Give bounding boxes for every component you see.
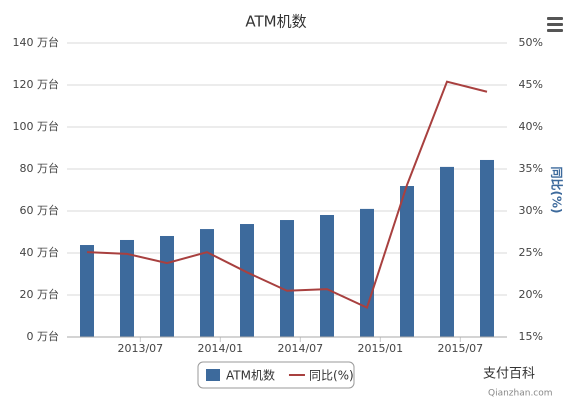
y2-tick-label: 45% bbox=[519, 78, 543, 91]
bar bbox=[280, 220, 294, 337]
y2-tick-label: 50% bbox=[519, 36, 543, 49]
x-tick-label: 2013/07 bbox=[117, 342, 163, 355]
y-tick-label: 60 万台 bbox=[20, 203, 60, 217]
watermark: 支付百科 bbox=[483, 367, 535, 382]
bar bbox=[320, 214, 334, 337]
bar bbox=[400, 186, 414, 337]
bar bbox=[200, 229, 214, 337]
y-tick-label: 20 万台 bbox=[20, 287, 60, 301]
bar bbox=[480, 159, 494, 337]
menu-icon[interactable] bbox=[547, 17, 563, 32]
chart-title: ATM机数 bbox=[245, 13, 306, 31]
y-tick-label: 40 万台 bbox=[20, 245, 60, 259]
legend-label: ATM机数 bbox=[226, 368, 275, 383]
x-tick-label: 2014/07 bbox=[277, 342, 323, 355]
y2-tick-label: 35% bbox=[519, 162, 543, 175]
bar bbox=[440, 166, 454, 337]
x-tick-label: 2014/01 bbox=[197, 342, 243, 355]
x-tick-label: 2015/01 bbox=[357, 342, 403, 355]
bar bbox=[360, 208, 374, 337]
y2-tick-label: 25% bbox=[519, 246, 543, 259]
bar bbox=[120, 239, 134, 337]
legend-label: 同比(%) bbox=[309, 369, 354, 383]
y2-tick-label: 30% bbox=[519, 204, 543, 217]
y2-axis-title: 同比(%) bbox=[550, 167, 565, 214]
y-tick-label: 100 万台 bbox=[13, 119, 60, 133]
watermark: Qianzhan.com bbox=[488, 389, 553, 399]
bar bbox=[80, 245, 94, 337]
y2-tick-label: 40% bbox=[519, 120, 543, 133]
y-tick-label: 120 万台 bbox=[13, 77, 60, 91]
bar bbox=[240, 224, 254, 337]
legend-swatch bbox=[206, 369, 220, 381]
y2-tick-label: 15% bbox=[519, 330, 543, 343]
y2-tick-label: 20% bbox=[519, 288, 543, 301]
x-tick-label: 2015/07 bbox=[437, 342, 483, 355]
legend-box bbox=[197, 361, 355, 389]
line bbox=[86, 80, 488, 309]
y-tick-label: 0 万台 bbox=[27, 329, 60, 343]
bar bbox=[160, 235, 174, 337]
y-tick-label: 80 万台 bbox=[20, 161, 60, 175]
y-tick-label: 140 万台 bbox=[13, 35, 60, 49]
